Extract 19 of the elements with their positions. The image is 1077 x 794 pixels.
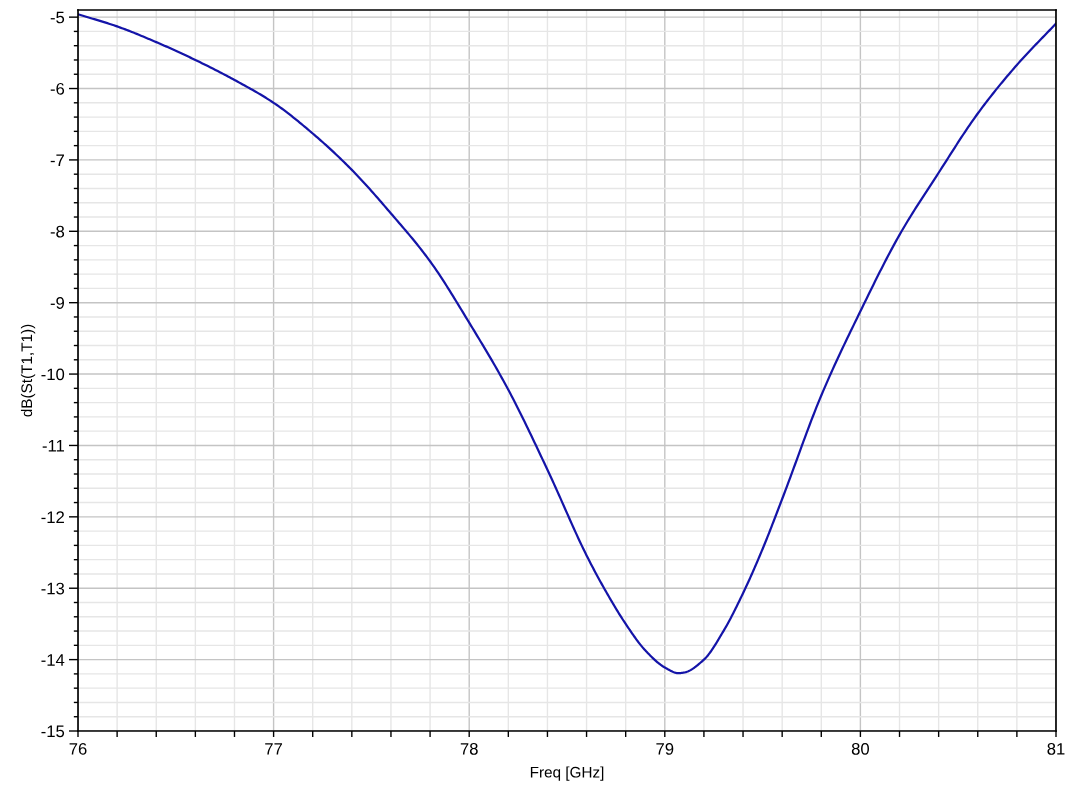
- x-tick-label: 77: [265, 743, 283, 755]
- x-tick-label: 78: [460, 742, 478, 755]
- y-tick-label: -8: [50, 225, 65, 238]
- y-tick-label: -7: [50, 154, 64, 166]
- y-tick-label: -5: [50, 11, 65, 24]
- y-tick-label: -12: [41, 511, 64, 523]
- x-tick-label: 79: [656, 742, 674, 755]
- y-tick-label: -6: [50, 82, 65, 95]
- x-tick-label: 81: [1047, 742, 1065, 755]
- y-tick-label: -14: [41, 654, 65, 666]
- y-tick-label: -10: [41, 368, 65, 381]
- y-tick-label: -13: [41, 582, 65, 595]
- y-axis-title: dB(St(T1,T1)): [20, 324, 36, 417]
- x-tick-label: 76: [69, 742, 87, 755]
- y-tick-label: -15: [41, 725, 65, 738]
- y-tick-label: -11: [42, 440, 64, 452]
- x-tick-label: 80: [851, 742, 870, 755]
- y-tick-label: -9: [50, 297, 65, 309]
- x-axis-title: Freq [GHz]: [530, 766, 604, 781]
